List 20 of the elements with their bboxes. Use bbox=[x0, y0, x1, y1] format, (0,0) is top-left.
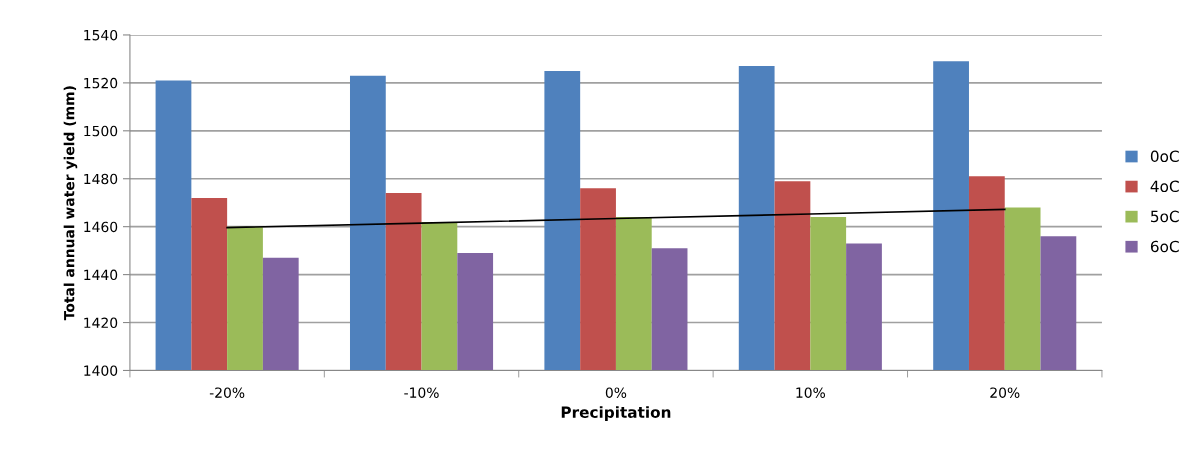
legend-label: 0oC bbox=[1150, 150, 1179, 163]
y-tick-label: 1400 bbox=[84, 365, 118, 376]
x-axis-title: Precipitation bbox=[561, 406, 671, 421]
line-series bbox=[226, 208, 1006, 229]
y-axis-title: Total annual water yield (mm) bbox=[63, 86, 78, 321]
x-tick-label: 0% bbox=[605, 387, 627, 398]
x-tick-label: 20% bbox=[990, 387, 1020, 398]
legend-label: 4oC bbox=[1150, 180, 1179, 193]
x-tick-label: -20% bbox=[209, 387, 245, 398]
y-tick-label: 1420 bbox=[84, 317, 118, 329]
y-tick-label: 1540 bbox=[84, 29, 118, 41]
y-tick-label: 1440 bbox=[84, 269, 118, 281]
y-tick-label: 1520 bbox=[84, 77, 118, 89]
x-tick-label: -10% bbox=[404, 387, 439, 398]
y-tick-label: 1480 bbox=[84, 173, 118, 185]
y-tick-label: 1500 bbox=[84, 125, 118, 137]
x-tick-label: 10% bbox=[796, 387, 826, 398]
legend-label: 6oC bbox=[1150, 240, 1179, 253]
legend-label: 5oC bbox=[1151, 210, 1179, 223]
y-tick-label: 1460 bbox=[84, 221, 118, 233]
